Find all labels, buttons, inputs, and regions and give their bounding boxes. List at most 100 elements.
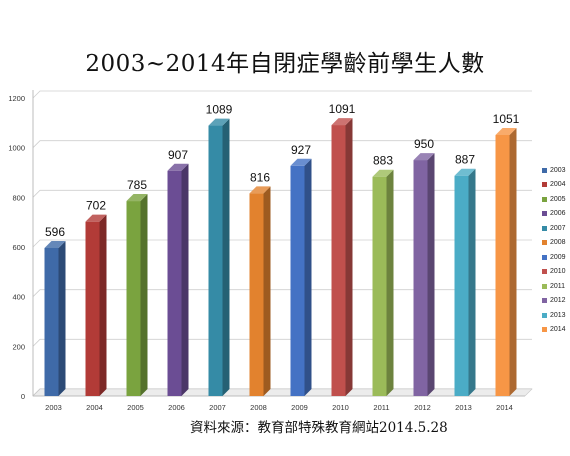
bar-front xyxy=(167,170,182,396)
bar-side xyxy=(263,186,271,396)
bar-top xyxy=(454,168,476,176)
bar-front xyxy=(44,247,59,396)
legend-label: 2007 xyxy=(550,224,566,232)
bar xyxy=(85,214,107,396)
bar-front xyxy=(413,160,428,396)
bar-top xyxy=(126,194,148,202)
data-label: 950 xyxy=(414,137,434,151)
bar-front xyxy=(372,176,387,396)
chart-title: 2003~2014年自閉症學齡前學生人數 xyxy=(85,51,485,77)
bar-side xyxy=(468,168,476,396)
chart-grid xyxy=(32,90,533,397)
x-tick-label: 2003 xyxy=(45,403,62,412)
bar-front xyxy=(454,175,469,396)
bar-side xyxy=(386,169,394,396)
legend-swatch xyxy=(542,240,547,246)
legend-item: 2010 xyxy=(542,265,566,280)
bar-side xyxy=(181,163,189,396)
data-label: 927 xyxy=(291,143,311,157)
bar-top xyxy=(44,240,66,248)
bar xyxy=(44,240,66,396)
legend-swatch xyxy=(542,327,547,333)
legend-label: 2014 xyxy=(550,326,566,334)
bar-top xyxy=(290,158,312,166)
bar-top xyxy=(372,169,394,177)
legend-label: 2011 xyxy=(550,282,566,290)
bar-front xyxy=(85,221,100,396)
bar-front xyxy=(495,135,510,397)
bar xyxy=(290,158,312,396)
legend-item: 2004 xyxy=(542,178,566,193)
legend-label: 2006 xyxy=(550,210,566,218)
gridline xyxy=(32,90,532,99)
bar xyxy=(372,169,394,396)
legend-swatch xyxy=(542,283,547,289)
legend-item: 2008 xyxy=(542,236,566,251)
legend-label: 2013 xyxy=(550,311,566,319)
legend-label: 2008 xyxy=(550,239,566,247)
bar-side xyxy=(58,240,66,396)
gridline xyxy=(32,338,532,347)
legend-label: 2005 xyxy=(550,195,566,203)
legend-item: 2003 xyxy=(542,163,566,178)
legend-swatch xyxy=(542,196,547,202)
gridline xyxy=(32,289,532,297)
legend-swatch xyxy=(542,298,547,304)
bar-side xyxy=(99,214,107,396)
bar-side xyxy=(140,194,148,396)
bar-front xyxy=(331,125,346,397)
legend-swatch xyxy=(542,225,547,231)
bar-side xyxy=(304,158,312,396)
legend-item: 2014 xyxy=(542,323,566,338)
data-label: 1091 xyxy=(329,102,356,116)
bar xyxy=(331,118,353,397)
data-label: 596 xyxy=(45,225,65,239)
source-note: 資料來源：教育部特殊教育網站2014.5.28 xyxy=(190,420,448,436)
legend-item: 2005 xyxy=(542,192,566,207)
bar-side xyxy=(345,118,353,397)
bar-front xyxy=(126,201,141,396)
y-tick-label: 1000 xyxy=(8,144,25,153)
x-tick-label: 2009 xyxy=(291,403,308,412)
legend-item: 2006 xyxy=(542,207,566,222)
data-label: 785 xyxy=(127,178,147,192)
data-label: 816 xyxy=(250,170,270,184)
legend-label: 2003 xyxy=(550,166,566,174)
x-tick-label: 2004 xyxy=(86,403,103,412)
bar-top xyxy=(495,128,517,136)
bar xyxy=(249,186,271,396)
legend-swatch xyxy=(542,254,547,260)
y-tick-label: 800 xyxy=(12,193,25,202)
x-tick-label: 2006 xyxy=(168,403,185,412)
data-label: 883 xyxy=(373,154,393,168)
x-axis-ticks: 2003 2004 2005 2006 2007 2008 2009 2010 2011 2012… xyxy=(45,403,513,412)
data-label: 1051 xyxy=(493,112,520,126)
x-tick-label: 2005 xyxy=(127,403,144,412)
x-tick-label: 2011 xyxy=(373,403,389,412)
y-tick-label: 400 xyxy=(12,293,25,302)
data-label: 1089 xyxy=(206,103,233,117)
chart-legend: 2003 2004 2005 2006 2007 2008 2009 2010 2011 2012… xyxy=(542,163,566,337)
legend-item: 2009 xyxy=(542,250,566,265)
legend-swatch xyxy=(542,269,547,275)
data-label: 702 xyxy=(86,199,106,213)
bar-side xyxy=(427,153,435,396)
x-tick-label: 2010 xyxy=(332,403,349,412)
legend-label: 2004 xyxy=(550,181,566,189)
bar-top xyxy=(413,153,435,161)
legend-label: 2010 xyxy=(550,268,566,276)
bar xyxy=(167,163,189,396)
data-label: 907 xyxy=(168,148,188,162)
bar xyxy=(208,118,230,396)
x-tick-label: 2013 xyxy=(455,403,472,412)
y-tick-label: 200 xyxy=(12,342,25,351)
bar-front xyxy=(290,165,305,396)
legend-label: 2012 xyxy=(550,297,566,305)
y-tick-label: 1200 xyxy=(8,94,25,103)
legend-item: 2012 xyxy=(542,294,566,309)
data-label: 887 xyxy=(455,153,475,167)
legend-label: 2009 xyxy=(550,253,566,261)
bar-top xyxy=(85,214,107,222)
x-tick-label: 2007 xyxy=(209,403,226,412)
